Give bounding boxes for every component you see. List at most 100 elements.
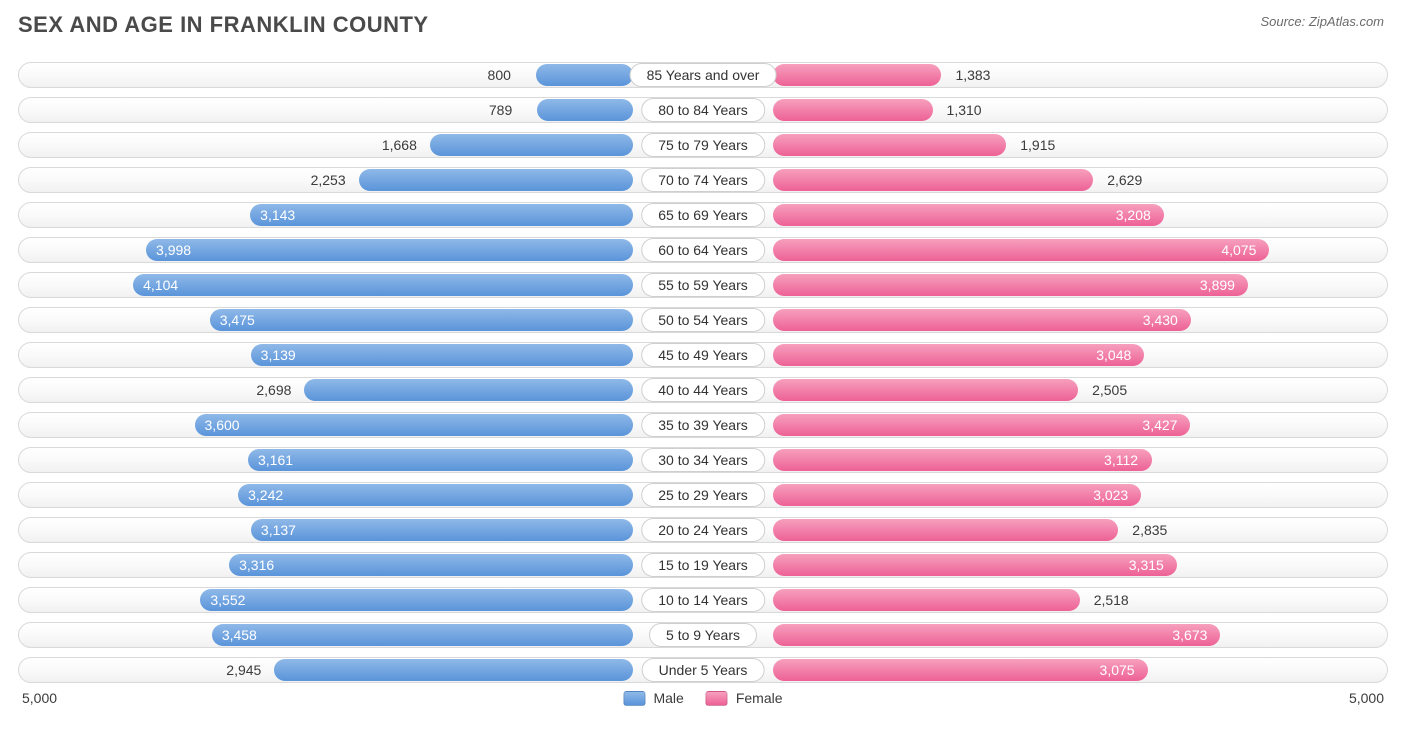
male-bar: [200, 589, 633, 611]
female-value-label: 1,310: [947, 95, 982, 125]
legend-swatch-male: [623, 691, 645, 706]
male-value-label: 2,945: [226, 655, 261, 685]
male-value-label: 2,253: [311, 165, 346, 195]
male-value-label: 3,242: [248, 480, 283, 510]
female-bar: [773, 414, 1190, 436]
female-bar: [773, 624, 1220, 646]
female-bar: [773, 379, 1078, 401]
female-bar: [773, 449, 1152, 471]
age-group-label: 15 to 19 Years: [641, 553, 765, 577]
female-value-label: 3,048: [1096, 340, 1131, 370]
source-attribution: Source: ZipAtlas.com: [1260, 14, 1384, 29]
male-bar: [238, 484, 633, 506]
pyramid-row: 789 1,310 80 to 84 Years: [18, 95, 1388, 127]
age-group-label: 50 to 54 Years: [641, 308, 765, 332]
male-value-label: 3,316: [239, 550, 274, 580]
pyramid-row: 3,316 3,315 15 to 19 Years: [18, 550, 1388, 582]
male-bar: [250, 204, 633, 226]
female-value-label: 3,023: [1093, 480, 1128, 510]
age-group-label: 80 to 84 Years: [641, 98, 765, 122]
female-bar: [773, 519, 1118, 541]
age-group-label: 45 to 49 Years: [641, 343, 765, 367]
female-bar: [773, 484, 1141, 506]
age-group-label: 75 to 79 Years: [641, 133, 765, 157]
female-bar: [773, 309, 1191, 331]
axis-max-right: 5,000: [1349, 690, 1384, 706]
male-value-label: 800: [488, 60, 511, 90]
male-value-label: 3,552: [210, 585, 245, 615]
female-bar: [773, 204, 1164, 226]
female-value-label: 3,427: [1142, 410, 1177, 440]
female-value-label: 3,315: [1129, 550, 1164, 580]
pyramid-row: 2,6982,50540 to 44 Years: [18, 375, 1388, 407]
age-group-label: 65 to 69 Years: [641, 203, 765, 227]
male-bar: [537, 99, 633, 121]
male-bar: [195, 414, 633, 436]
female-value-label: 4,075: [1221, 235, 1256, 265]
female-bar: [773, 239, 1269, 261]
male-value-label: 1,668: [382, 130, 417, 160]
female-bar: [773, 99, 933, 121]
male-value-label: 3,143: [260, 200, 295, 230]
pyramid-row: 3,143 3,208 65 to 69 Years: [18, 200, 1388, 232]
legend-label-female: Female: [736, 690, 783, 706]
female-value-label: 2,835: [1132, 515, 1167, 545]
axis-legend-row: 5,000 5,000 Male Female: [18, 690, 1388, 718]
female-bar: [773, 134, 1006, 156]
male-value-label: 3,600: [205, 410, 240, 440]
age-group-label: 10 to 14 Years: [641, 588, 765, 612]
chart-container: SEX AND AGE IN FRANKLIN COUNTY Source: Z…: [0, 0, 1406, 740]
male-value-label: 3,475: [220, 305, 255, 335]
pyramid-row: 3,242 3,023 25 to 29 Years: [18, 480, 1388, 512]
female-value-label: 2,629: [1107, 165, 1142, 195]
male-value-label: 2,698: [256, 375, 291, 405]
age-group-label: 30 to 34 Years: [641, 448, 765, 472]
pyramid-row: 3,475 3,430 50 to 54 Years: [18, 305, 1388, 337]
pyramid-row: 2,253 2,629 70 to 74 Years: [18, 165, 1388, 197]
male-value-label: 4,104: [143, 270, 178, 300]
axis-max-left: 5,000: [22, 690, 57, 706]
age-group-label: 55 to 59 Years: [641, 273, 765, 297]
male-value-label: 3,998: [156, 235, 191, 265]
male-bar: [430, 134, 633, 156]
male-bar: [212, 624, 633, 646]
legend-label-male: Male: [653, 690, 683, 706]
age-group-label: 70 to 74 Years: [641, 168, 765, 192]
pyramid-row: 3,161 3,112 30 to 34 Years: [18, 445, 1388, 477]
female-bar: [773, 64, 941, 86]
female-bar: [773, 169, 1093, 191]
male-bar: [248, 449, 633, 471]
female-value-label: 3,075: [1100, 655, 1135, 685]
male-value-label: 3,137: [261, 515, 296, 545]
pyramid-row: 3,600 3,427 35 to 39 Years: [18, 410, 1388, 442]
pyramid-row: 800 1,383 85 Years and over: [18, 60, 1388, 92]
pyramid-row: 3,4583,6735 to 9 Years: [18, 620, 1388, 652]
male-bar: [251, 519, 633, 541]
pyramid-row: 2,9453,075Under 5 Years: [18, 655, 1388, 687]
male-bar: [146, 239, 633, 261]
female-value-label: 1,915: [1020, 130, 1055, 160]
male-bar: [229, 554, 633, 576]
age-group-label: 25 to 29 Years: [641, 483, 765, 507]
female-value-label: 1,383: [955, 60, 990, 90]
female-value-label: 3,430: [1143, 305, 1178, 335]
pyramid-row: 3,9984,07560 to 64 Years: [18, 235, 1388, 267]
female-value-label: 3,899: [1200, 270, 1235, 300]
legend: Male Female: [623, 690, 782, 706]
pyramid-row: 3,1372,83520 to 24 Years: [18, 515, 1388, 547]
legend-swatch-female: [706, 691, 728, 706]
female-value-label: 3,112: [1104, 445, 1138, 475]
female-bar: [773, 589, 1080, 611]
female-value-label: 3,208: [1116, 200, 1151, 230]
age-group-label: 85 Years and over: [630, 63, 777, 87]
female-value-label: 2,505: [1092, 375, 1127, 405]
population-pyramid: 800 1,383 85 Years and over 789 1,310 80 to 8…: [18, 60, 1388, 700]
male-bar: [536, 64, 633, 86]
female-bar: [773, 554, 1177, 576]
age-group-label: 35 to 39 Years: [641, 413, 765, 437]
pyramid-row: 4,104 3,899 55 to 59 Years: [18, 270, 1388, 302]
female-value-label: 3,673: [1172, 620, 1207, 650]
male-value-label: 3,161: [258, 445, 293, 475]
male-value-label: 789: [489, 95, 512, 125]
male-bar: [210, 309, 633, 331]
